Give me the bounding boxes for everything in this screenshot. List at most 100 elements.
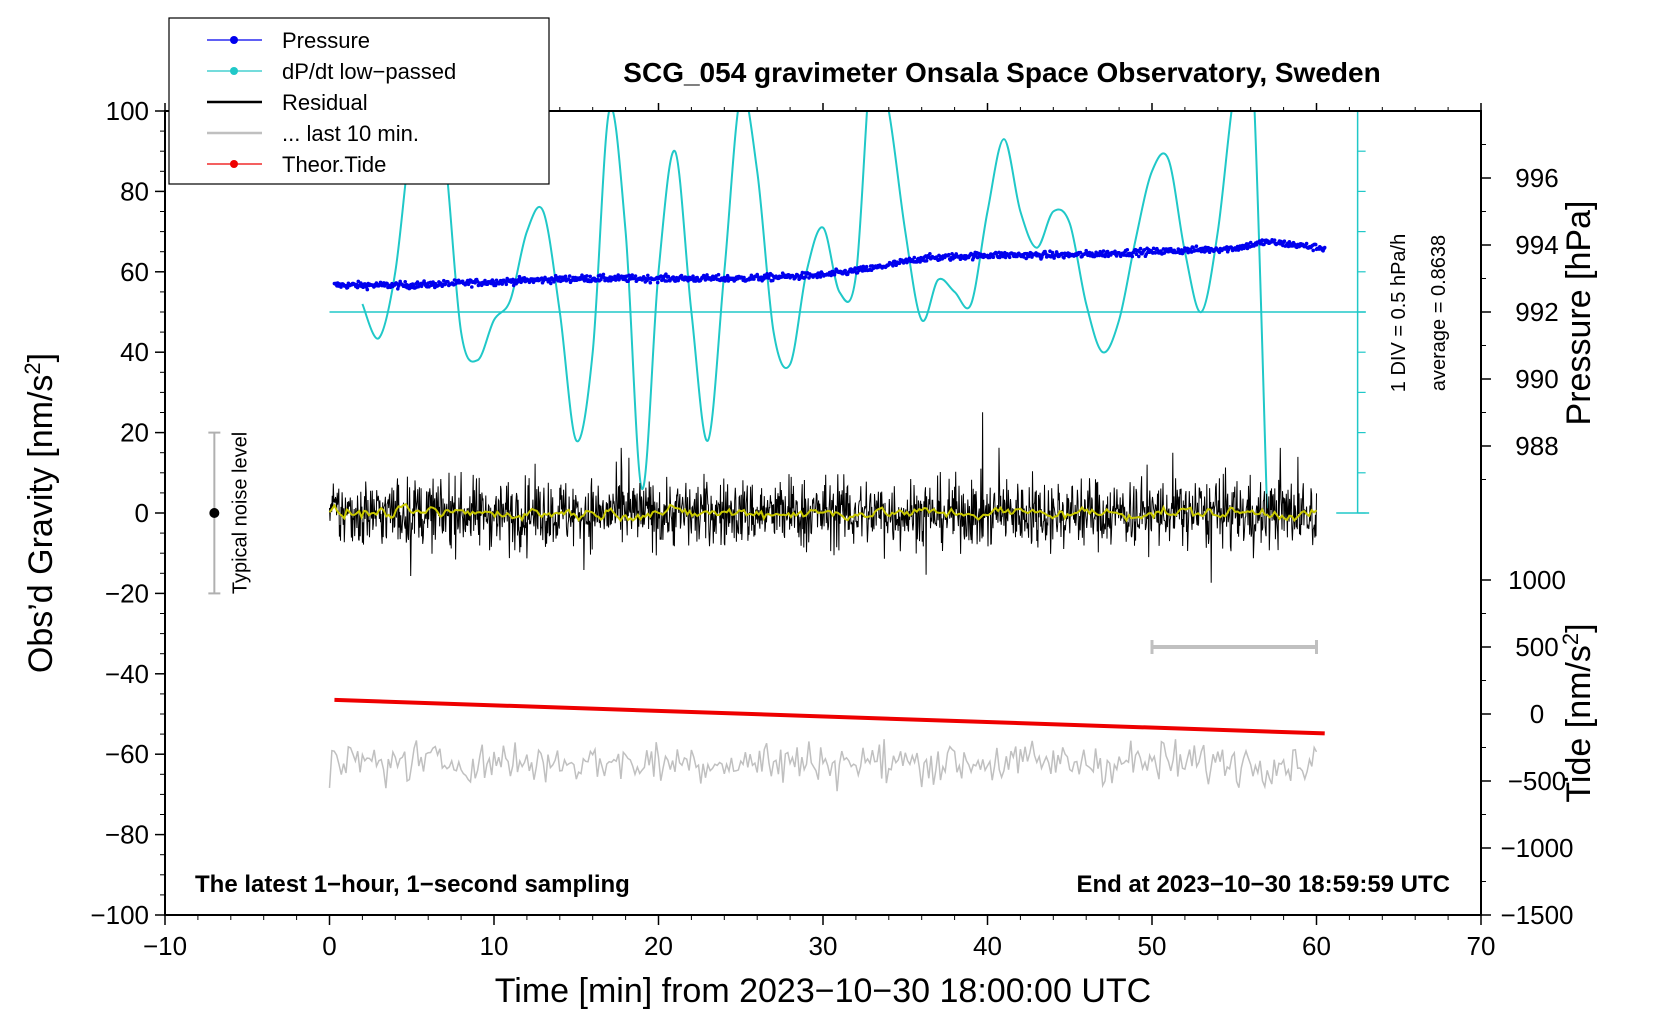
- residual-series-line: [329, 412, 1317, 583]
- pressure-point: [339, 285, 343, 289]
- legend-label: Theor.Tide: [282, 152, 386, 177]
- pressure-point: [832, 272, 837, 277]
- pressure-point: [1078, 250, 1083, 255]
- dpdt-scale: 1 DIV = 0.5 hPa/h average = 0.8638: [1388, 234, 1450, 392]
- x-tick-label: 30: [809, 931, 838, 961]
- pressure-point: [766, 276, 771, 280]
- pressure-point: [1313, 242, 1318, 247]
- legend-label: dP/dt low−passed: [282, 59, 456, 84]
- tide-title-sup: 2: [1558, 633, 1583, 645]
- y-left-tick-label: −40: [105, 659, 149, 689]
- pressure-point: [633, 274, 638, 278]
- pressure-point: [1137, 254, 1141, 259]
- y-left-tick-label: 80: [120, 176, 149, 206]
- pressure-point: [1138, 246, 1143, 251]
- tide-tick-label: −500: [1508, 766, 1567, 796]
- pressure-point: [1050, 250, 1055, 255]
- tide-tick-label: 1000: [1508, 565, 1566, 595]
- pressure-point: [716, 272, 721, 277]
- bottom-left-note: The latest 1−hour, 1−second sampling: [195, 871, 630, 898]
- pressure-point: [1114, 254, 1119, 258]
- pressure-point: [679, 273, 684, 278]
- y-left-tick-label: −60: [105, 739, 149, 769]
- pressure-point: [991, 255, 996, 259]
- y-left-tick-label: −100: [90, 900, 149, 930]
- x-tick-label: 20: [644, 931, 673, 961]
- pressure-point: [803, 275, 808, 279]
- pressure-point: [971, 255, 976, 260]
- y-left-axis-title: Obs’d Gravity [nm/s2]: [20, 353, 60, 673]
- pressure-point: [517, 274, 522, 279]
- x-tick-label: 0: [322, 931, 336, 961]
- pressure-point: [504, 282, 509, 287]
- pressure-point: [1153, 251, 1158, 255]
- pressure-point: [1134, 252, 1139, 256]
- legend-label: Residual: [282, 90, 368, 115]
- tide-tick-label: −1500: [1500, 900, 1573, 930]
- noise-dot: [209, 508, 220, 518]
- residual-smoothed-line: [328, 502, 1318, 523]
- pressure-series: [332, 238, 1327, 292]
- y-left-tick-label: 0: [135, 498, 149, 528]
- legend: Pressure dP/dt low−passed Residual ... last…: [168, 17, 550, 185]
- pressure-point: [630, 273, 634, 277]
- legend-label: ... last 10 min.: [282, 121, 419, 146]
- pressure-point: [1101, 249, 1106, 253]
- legend-label: Pressure: [282, 28, 370, 53]
- pressure-point: [666, 274, 671, 279]
- pressure-point: [742, 275, 746, 280]
- pressure-point: [1311, 248, 1315, 253]
- pressure-point: [549, 281, 553, 286]
- x-tick-label: 50: [1138, 931, 1167, 961]
- tide-title-end: ]: [1560, 623, 1598, 632]
- dpdt-average-label: average = 0.8638: [1428, 235, 1450, 391]
- legend-marker: [230, 160, 238, 168]
- y-left-title-main: Obs’d Gravity [nm/s: [22, 375, 60, 674]
- pressure-point: [912, 255, 917, 260]
- pressure-point: [928, 252, 932, 256]
- y-left-tick-label: 60: [120, 257, 149, 287]
- pressure-point: [616, 273, 620, 277]
- x-tick-label: 40: [973, 931, 1002, 961]
- pressure-point: [1052, 256, 1056, 260]
- x-axis-title: Time [min] from 2023−10−30 18:00:00 UTC: [495, 972, 1151, 1010]
- legend-marker: [230, 36, 238, 44]
- pressure-point: [648, 280, 653, 285]
- y-left-tick-label: −80: [105, 820, 149, 850]
- pressure-point: [567, 274, 572, 278]
- bottom-right-note: End at 2023−10−30 18:59:59 UTC: [1076, 871, 1450, 898]
- pressure-point: [1322, 245, 1327, 250]
- pressure-point: [1024, 256, 1028, 261]
- pressure-point: [646, 273, 650, 278]
- pressure-point: [1282, 239, 1287, 243]
- tide-tick-label: 0: [1530, 699, 1544, 729]
- chart-title: SCG_054 gravimeter Onsala Space Observat…: [623, 57, 1380, 88]
- pressure-point: [365, 287, 370, 292]
- pressure-point: [1248, 240, 1253, 245]
- tide-series-line: [334, 697, 1325, 736]
- pressure-point: [415, 280, 420, 284]
- data-layer: [328, 110, 1370, 792]
- pressure-point: [361, 285, 366, 290]
- pressure-tick-label: 992: [1515, 297, 1558, 327]
- noise-label: Typical noise level: [229, 432, 251, 594]
- dpdt-scale-label: 1 DIV = 0.5 hPa/h: [1388, 234, 1410, 392]
- pressure-point: [671, 275, 676, 279]
- pressure-point: [843, 268, 847, 273]
- pressure-point: [552, 280, 556, 284]
- legend-marker: [230, 67, 238, 75]
- y-left-tick-label: 20: [120, 418, 149, 448]
- pressure-point: [655, 280, 660, 285]
- tide-title-main: Tide [nm/s: [1560, 645, 1598, 802]
- x-tick-label: 10: [480, 931, 509, 961]
- pressure-point: [1007, 255, 1012, 260]
- pressure-point: [915, 260, 919, 264]
- y-right-tide-title: Tide [nm/s2]: [1558, 623, 1598, 802]
- y-left-title-sup: 2: [20, 362, 45, 374]
- x-tick-label: 70: [1467, 931, 1496, 961]
- pressure-point: [563, 274, 568, 279]
- tide-tick-label: −1000: [1500, 833, 1573, 863]
- pressure-point: [588, 274, 592, 279]
- y-left-title-end: ]: [22, 353, 60, 362]
